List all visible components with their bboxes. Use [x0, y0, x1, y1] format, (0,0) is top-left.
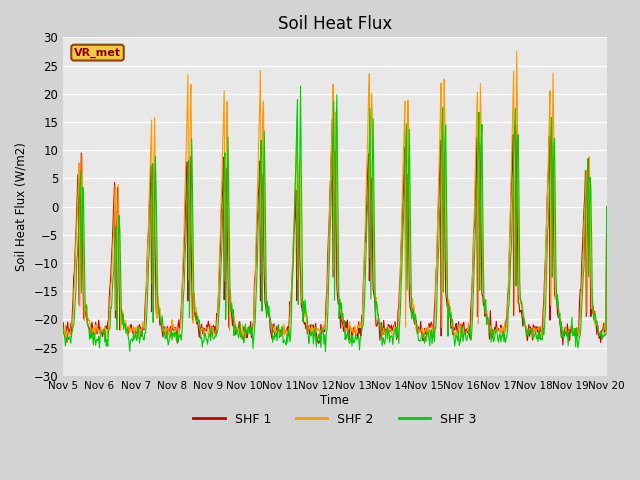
SHF 3	[419, 331, 426, 336]
SHF 2	[402, 324, 410, 330]
SHF 3	[69, 324, 77, 330]
Line: SHF 1: SHF 1	[63, 119, 607, 345]
SHF 1	[418, 330, 426, 336]
SHF 1	[328, 116, 336, 122]
Text: VR_met: VR_met	[74, 48, 121, 58]
Line: SHF 2: SHF 2	[63, 52, 607, 339]
Legend: SHF 1, SHF 2, SHF 3: SHF 1, SHF 2, SHF 3	[189, 408, 481, 431]
SHF 2	[60, 329, 67, 335]
SHF 3	[297, 83, 305, 89]
SHF 2	[69, 313, 77, 319]
SHF 2	[125, 324, 132, 330]
SHF 1	[209, 324, 217, 330]
SHF 1	[180, 243, 188, 249]
SHF 1	[69, 298, 77, 303]
SHF 3	[603, 204, 611, 209]
SHF 3	[125, 338, 132, 344]
Title: Soil Heat Flux: Soil Heat Flux	[278, 15, 392, 33]
Y-axis label: Soil Heat Flux (W/m2): Soil Heat Flux (W/m2)	[15, 142, 28, 271]
SHF 1	[559, 342, 566, 348]
Line: SHF 3: SHF 3	[63, 86, 607, 351]
SHF 2	[180, 226, 188, 232]
SHF 3	[322, 348, 330, 354]
SHF 3	[403, 121, 410, 127]
SHF 3	[180, 285, 188, 291]
SHF 1	[402, 278, 410, 284]
SHF 2	[513, 49, 520, 55]
SHF 1	[603, 204, 611, 209]
SHF 2	[603, 204, 611, 209]
SHF 2	[209, 324, 217, 330]
X-axis label: Time: Time	[321, 394, 349, 407]
SHF 1	[60, 320, 67, 325]
SHF 1	[125, 326, 132, 332]
SHF 3	[209, 334, 217, 340]
SHF 3	[60, 324, 67, 330]
SHF 2	[418, 327, 426, 333]
SHF 2	[237, 336, 245, 342]
